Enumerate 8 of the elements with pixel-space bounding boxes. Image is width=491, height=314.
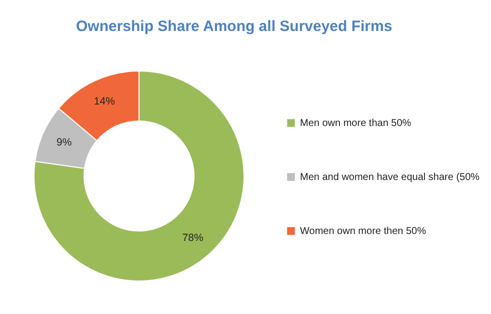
legend-label: Men own more than 50% bbox=[300, 118, 412, 129]
donut-slice bbox=[34, 70, 244, 282]
legend-label: Women own more then 50% bbox=[300, 226, 426, 237]
chart-title: Ownership Share Among all Surveyed Firms bbox=[76, 18, 392, 35]
data-label: 14% bbox=[94, 96, 115, 108]
data-label: 9% bbox=[56, 136, 72, 149]
legend-label: Men and women have equal share (50% bbox=[300, 172, 480, 183]
data-label: 78% bbox=[182, 232, 204, 244]
